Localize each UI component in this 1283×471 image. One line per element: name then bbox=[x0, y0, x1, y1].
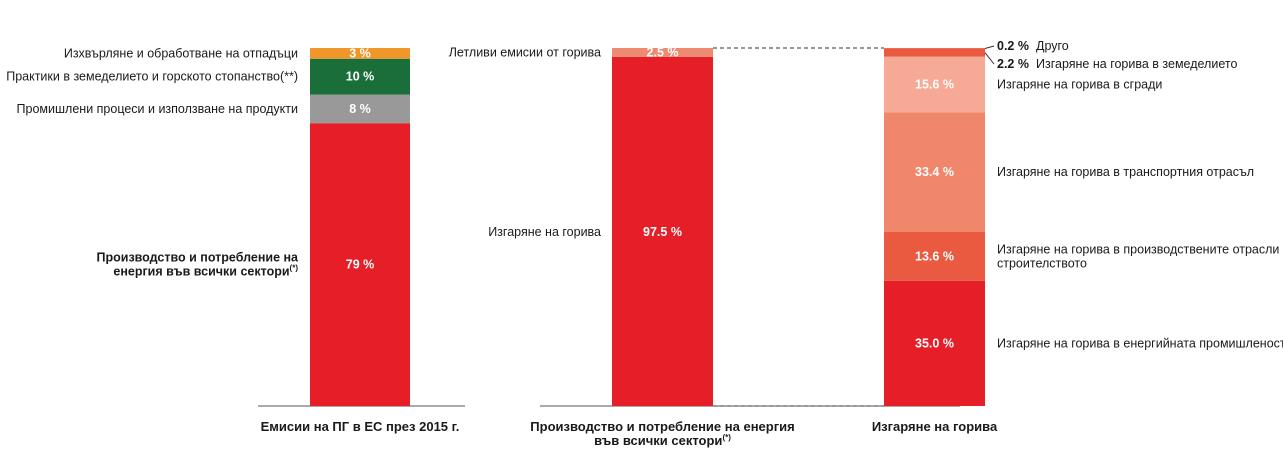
bar-3-label-5: Изгаряне на горива в земеделието bbox=[1036, 57, 1237, 71]
bar-3-label-2-line-2: строителството bbox=[997, 256, 1087, 270]
bar-1-segment-1 bbox=[310, 123, 410, 407]
bar-3-label-6: Друго bbox=[1036, 39, 1069, 53]
category-label-2-line-2: във всички сектори(*) bbox=[594, 433, 731, 448]
bar-2-segment-2 bbox=[612, 48, 713, 57]
bar-3-value-3: 33.4 % bbox=[915, 165, 954, 179]
category-label-3-line-1: Изгаряне на горива bbox=[872, 419, 998, 434]
bar-3-segment-2 bbox=[884, 232, 985, 281]
bar-3-value-2: 13.6 % bbox=[915, 249, 954, 263]
bar-3-label-1: Изгаряне на горива в енергийната промишл… bbox=[997, 336, 1283, 350]
bar-1-label-2: Промишлени процеси и използване на проду… bbox=[17, 102, 298, 116]
bar-3-label-2-line-1: Изгаряне на горива в производствените от… bbox=[997, 242, 1283, 256]
bar-3-segment-3 bbox=[884, 112, 985, 233]
bar-2-segment-1 bbox=[612, 56, 713, 406]
bar-1-label-3: Практики в земеделието и горското стопан… bbox=[6, 70, 298, 84]
bar-1-value-3: 10 % bbox=[346, 70, 375, 84]
bar-1-label-1-line-2: енергия във всички сектори(*) bbox=[113, 264, 298, 279]
connectors-layer bbox=[713, 45, 995, 407]
bar-3-value-1: 35.0 % bbox=[915, 336, 954, 350]
bar-3-label-4: Изгаряне на горива в сгради bbox=[997, 78, 1162, 92]
bar-3-segment-4 bbox=[884, 56, 985, 113]
bar-1-label-4: Изхвърляне и обработване на отпадъци bbox=[64, 46, 298, 60]
category-label-2-line-1: Производство и потребление на енергия bbox=[530, 419, 794, 434]
bar-3-value-4: 15.6 % bbox=[915, 78, 954, 92]
bar-2-label-2: Летливи емисии от горива bbox=[449, 45, 601, 59]
bar-3-segment-6 bbox=[884, 48, 985, 49]
bar-3-value-6: 0.2 % bbox=[997, 39, 1029, 53]
bars-layer bbox=[258, 48, 985, 407]
bar-2-label-1: Изгаряне на горива bbox=[488, 225, 601, 239]
labels-layer: Емисии на ПГ в ЕС през 2015 г. Производст… bbox=[6, 39, 1283, 448]
bar-1-value-1: 79 % bbox=[346, 258, 375, 272]
bar-2-value-2: 2.5 % bbox=[647, 45, 679, 59]
bar-3-leader-5 bbox=[984, 52, 995, 65]
bar-3-segment-5 bbox=[884, 48, 985, 57]
bar-1-segment-3 bbox=[310, 58, 410, 95]
bar-2-value-1: 97.5 % bbox=[643, 225, 682, 239]
bar-1-label-1-line-1: Производство и потребление на bbox=[97, 251, 300, 265]
bar-1-segment-4 bbox=[310, 48, 410, 59]
bar-3-value-5: 2.2 % bbox=[997, 57, 1029, 71]
bar-1-value-4: 3 % bbox=[349, 46, 371, 60]
category-label-1-line-1: Емисии на ПГ в ЕС през 2015 г. bbox=[261, 419, 460, 434]
bar-3-leader-6 bbox=[984, 45, 995, 49]
bar-3-segment-1 bbox=[884, 280, 985, 406]
bar-3-label-3: Изгаряне на горива в транспортния отрасъ… bbox=[997, 165, 1254, 179]
bar-1-segment-2 bbox=[310, 94, 410, 124]
bar-1-value-2: 8 % bbox=[349, 102, 371, 116]
